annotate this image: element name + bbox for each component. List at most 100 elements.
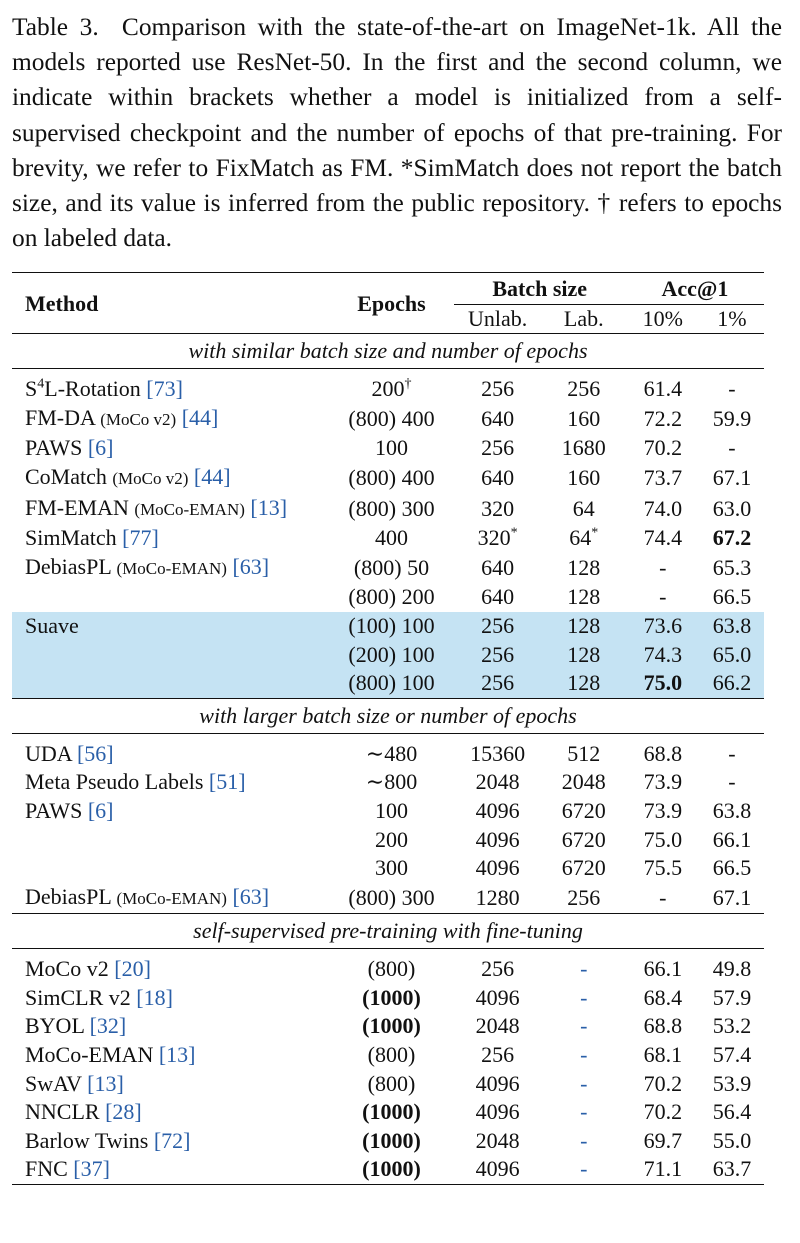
acc10-cell: 74.3 [625,640,700,670]
unlab-cell: 640 [481,554,515,580]
unlab-cell: 640 [481,584,515,610]
table-caption: Table 3. Comparison with the state-of-th… [12,10,782,256]
citation-link[interactable]: [63] [232,883,270,909]
citation-link[interactable]: [37] [73,1156,110,1182]
method-name: CoMatch [25,463,107,489]
citation-link[interactable]: [56] [76,740,114,766]
citation-link[interactable]: [32] [89,1013,127,1039]
method-cell: Suave [12,611,330,641]
citation-link[interactable]: [44] [193,463,231,489]
acc10-cell: 68.4 [643,984,683,1010]
table-row: Meta Pseudo Labels [51] ∼800 2048 2048 73.9 - [12,768,764,797]
citation-link[interactable]: [18] [136,984,173,1010]
acc10-cell: 68.1 [643,1042,683,1068]
acc1-cell: 66.5 [712,584,752,610]
table-row: PAWS [6] 100 256 1680 70.2 - [12,434,764,463]
unlab-cell: 2048 [475,1127,520,1153]
table-row: PAWS [6] 100 4096 6720 73.9 63.8 [12,797,764,826]
method-cell: MoCo-EMAN [13] [12,1041,329,1070]
method-cell [12,669,330,699]
lab-cell: - [580,1042,588,1068]
lab-cell: 128 [541,669,626,699]
acc1-cell: 65.0 [699,640,764,670]
citation-link[interactable]: [44] [181,404,219,430]
acc10-cell: 61.4 [643,376,683,402]
lab-cell: 1680 [561,435,606,461]
epochs-cell: (800) 200 [348,584,435,610]
acc1-cell: - [728,769,736,795]
header-unlab: Unlab. [468,305,528,331]
acc10-cell: 75.0 [625,669,700,699]
citation-link[interactable]: [6] [87,797,114,823]
epochs-cell: 100 [375,797,408,823]
unlab-cell: 256 [453,640,542,670]
unlab-cell: 640 [481,464,515,490]
table-row: MoCo-EMAN [13] (800) 256 - 68.1 57.4 [12,1041,764,1070]
acc1-cell: 67.1 [712,464,752,490]
method-name: SimCLR v2 [25,984,131,1010]
acc10-cell: 75.5 [643,855,683,881]
table-row: SimMatch [77] 400 320* 64* 74.4 67.2 [12,524,764,553]
lab-cell: - [541,1155,626,1186]
epochs-cell: ∼800 [365,769,418,795]
citation-link[interactable]: [20] [114,956,151,982]
citation-link[interactable]: [63] [232,553,270,579]
section-title-row: with larger batch size or number of epoc… [12,699,764,734]
citation-link[interactable]: [13] [158,1042,196,1068]
epochs-cell: ∼480 [365,740,418,766]
citation-link[interactable]: [6] [87,435,114,461]
citation-link[interactable]: [77] [122,525,159,551]
epochs-cell: (200) 100 [329,640,454,670]
acc10-cell: - [659,884,667,910]
acc10-cell: 73.9 [643,769,683,795]
method-name: SwAV [25,1070,82,1096]
acc1-cell: 63.7 [699,1155,764,1186]
method-init-note: (MoCo-EMAN) [116,558,227,578]
method-cell: Barlow Twins [72] [12,1127,329,1156]
lab-cell: 6720 [561,826,606,852]
unlab-cell: 256 [481,435,515,461]
citation-link[interactable]: [28] [105,1099,142,1125]
acc1-cell: 55.0 [712,1127,752,1153]
section-rule [12,333,764,335]
table-row: 200 4096 6720 75.0 66.1 [12,826,764,855]
section-rule [12,732,764,734]
lab-cell: - [580,984,588,1010]
acc10-cell: 74.0 [643,495,683,521]
method-init-note: (MoCo v2) [112,468,189,488]
method-cell: Meta Pseudo Labels [51] [12,768,329,797]
epochs-cell: (800) 300 [348,884,435,910]
method-cell: UDA [56] [12,734,329,769]
method-name: UDA [25,740,72,766]
lab-cell: 6720 [561,855,606,881]
unlab-cell: 320* [477,525,518,551]
method-cell: SwAV [13] [12,1070,329,1099]
epochs-cell: 400 [375,525,408,551]
lab-cell: - [580,1099,588,1125]
method-name: Meta Pseudo Labels [25,769,204,795]
method-cell: BYOL [32] [12,1012,329,1041]
method-cell: S4L-Rotation [73] [25,376,183,402]
method-name: FNC [25,1156,68,1182]
method-cell: PAWS [6] [12,434,329,463]
citation-link[interactable]: [13] [87,1070,124,1096]
method-cell: SimMatch [77] [12,524,329,553]
epochs-cell: (800) [367,1042,416,1068]
unlab-cell: 320 [481,495,515,521]
header-batch-size: Batch size [453,275,626,305]
citation-link[interactable]: [51] [208,769,246,795]
header-method: Method [25,290,99,316]
citation-link[interactable]: [73] [146,376,183,402]
acc10-cell: 74.4 [643,525,683,551]
method-name: DebiasPL [25,553,111,579]
epochs-cell: (800) [367,1070,416,1096]
acc10-cell: 71.1 [625,1155,700,1186]
citation-link[interactable]: [72] [153,1127,191,1153]
citation-link[interactable]: [13] [250,494,288,520]
method-cell: FNC [37] [12,1155,330,1186]
epochs-cell: (100) 100 [329,611,454,641]
lab-cell: - [580,1013,588,1039]
header-acc: Acc@1 [625,275,764,305]
unlab-cell: 256 [481,376,515,402]
method-name: MoCo v2 [25,956,109,982]
